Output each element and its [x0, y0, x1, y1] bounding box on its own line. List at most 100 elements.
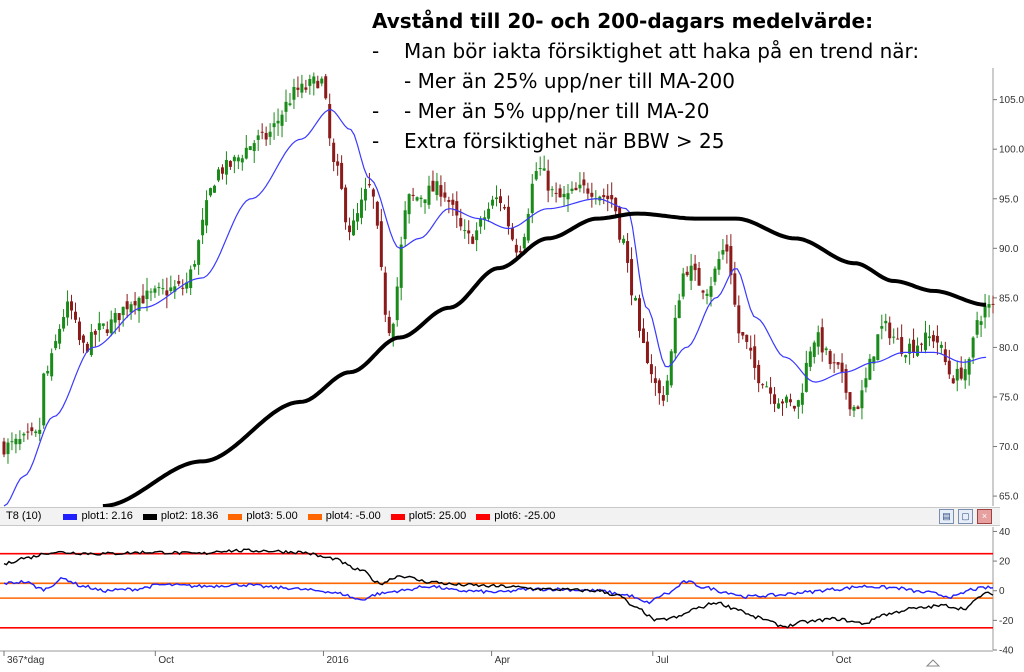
candle-body: [538, 168, 542, 170]
candle-body: [451, 199, 455, 205]
candle-body: [939, 344, 943, 348]
candle-body: [371, 189, 375, 197]
zoom-icon[interactable]: ▢: [958, 509, 973, 524]
candle-body: [681, 273, 685, 297]
document-icon[interactable]: ▤: [939, 509, 954, 524]
legend-label: plot3: 5.00: [246, 510, 298, 522]
legend-item-plot6: plot6: -25.00: [476, 508, 555, 525]
candle-body: [359, 199, 363, 218]
candle-body: [189, 269, 193, 289]
candle-body: [951, 378, 955, 384]
candle-body: [868, 358, 872, 380]
candle-body: [904, 355, 908, 358]
candle-body: [292, 86, 296, 100]
candle-body: [320, 78, 324, 84]
candle-body: [66, 301, 70, 318]
price-y-tick-label: 95.0: [999, 194, 1019, 205]
candle-body: [657, 380, 661, 394]
candle-body: [888, 322, 892, 339]
candle-body: [479, 218, 483, 227]
candle-body: [34, 431, 38, 434]
candle-body: [93, 330, 97, 335]
candle-body: [920, 343, 924, 345]
candle-body: [213, 185, 217, 193]
candle-body: [6, 442, 10, 455]
candle-body: [800, 392, 804, 405]
candle-body: [149, 291, 153, 293]
close-icon[interactable]: ×: [977, 509, 992, 524]
price-y-tick-label: 65.0: [999, 492, 1019, 503]
bullet-marker: -: [372, 129, 380, 153]
candle-body: [340, 162, 344, 189]
candle-body: [328, 104, 332, 139]
legend-item-plot5: plot5: 25.00: [390, 508, 467, 525]
candle-body: [618, 207, 622, 240]
candle-body: [26, 431, 30, 433]
candle-body: [606, 195, 610, 199]
candle-body: [276, 120, 280, 124]
candle-body: [967, 358, 971, 375]
candle-body: [375, 201, 379, 226]
candle-body: [185, 282, 189, 289]
candle-body: [62, 317, 66, 329]
panel-icons: ▤ ▢ ×: [939, 509, 992, 524]
bullet-text: Extra försiktighet när BBW > 25: [404, 129, 725, 153]
candle-body: [908, 343, 912, 354]
candle-body: [383, 272, 387, 315]
candle-body: [927, 336, 931, 339]
candle-body: [117, 313, 121, 321]
candle-body: [947, 360, 951, 375]
candle-body: [812, 342, 816, 357]
candle-body: [427, 185, 431, 205]
bullet-marker: -: [372, 99, 380, 123]
candle-body: [824, 348, 828, 351]
candle-body: [304, 87, 308, 90]
candle-body: [987, 304, 991, 308]
candle-body: [669, 351, 673, 386]
candle-body: [252, 143, 256, 152]
candle-body: [828, 351, 832, 365]
candle-body: [85, 343, 89, 352]
candle-body: [514, 244, 518, 253]
candle-body: [963, 369, 967, 381]
candle-body: [852, 406, 856, 411]
candle-body: [705, 293, 709, 296]
candle-body: [645, 341, 649, 364]
candle-body: [542, 168, 546, 171]
ma200-line: [102, 211, 987, 508]
time-axis: 367*dag Oct 2016 Apr Jul Oct: [0, 650, 993, 667]
candle-body: [487, 208, 491, 219]
candle-body: [153, 288, 157, 293]
legend-swatch: [476, 513, 491, 520]
candle-body: [502, 207, 506, 209]
candle-body: [820, 327, 824, 353]
candle-body: [745, 334, 749, 342]
osc-y-tick-label: 40: [999, 527, 1011, 538]
candle-body: [284, 101, 288, 112]
candle-body: [2, 441, 6, 455]
candle-body: [916, 345, 920, 356]
candle-body: [526, 213, 530, 241]
candle-body: [769, 387, 773, 394]
candle-body: [935, 335, 939, 343]
candle-body: [232, 156, 236, 162]
candle-body: [554, 192, 558, 194]
candle-body: [443, 192, 447, 198]
candle-body: [193, 264, 197, 267]
candle-body: [81, 335, 85, 343]
candle-body: [562, 193, 566, 198]
candle-body: [844, 368, 848, 393]
candle-body: [201, 219, 205, 236]
candle-body: [761, 384, 765, 386]
candle-body: [864, 378, 868, 388]
legend-label: plot5: 25.00: [408, 510, 467, 522]
candle-body: [30, 427, 34, 432]
candle-body: [308, 79, 312, 86]
candle-body: [268, 131, 272, 137]
candle-body: [296, 87, 300, 90]
candle-body: [622, 238, 626, 243]
candle-body: [228, 160, 232, 167]
candle-body: [498, 196, 502, 204]
candle-body: [312, 76, 316, 84]
